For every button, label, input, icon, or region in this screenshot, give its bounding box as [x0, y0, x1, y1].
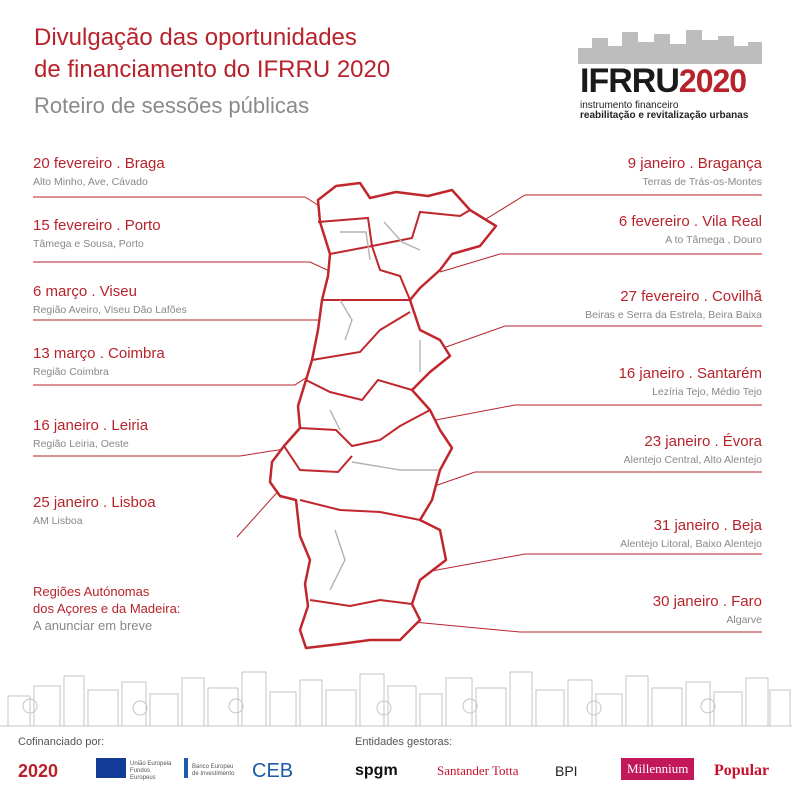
eu-logo-text: União Europeia Fundos Europeus: [130, 760, 172, 781]
bpi-logo: BPI: [555, 763, 578, 779]
session-evora: 23 janeiro . Évora Alentejo Central, Alt…: [624, 433, 762, 466]
title-line-2: de financiamento do IFRRU 2020: [34, 56, 391, 83]
cofinanced-label: Cofinanciado por:: [18, 736, 105, 748]
session-coimbra-name: 13 março . Coimbra: [33, 345, 165, 362]
session-faro-region: Algarve: [726, 614, 762, 626]
ifrru-logo: IFRRU2020 instrumento financeiro reabili…: [578, 28, 762, 121]
session-covilha: 27 fevereiro . Covilhã Beiras e Serra da…: [585, 288, 762, 321]
spgm-logo: spgm: [355, 762, 398, 779]
bei-logo-text: Banco Europeu de Investimento: [192, 764, 235, 777]
session-leiria: 16 janeiro . Leiria Região Leiria, Oeste: [33, 417, 148, 450]
session-covilha-name: 27 fevereiro . Covilhã: [620, 288, 762, 305]
session-santarem-name: 16 janeiro . Santarém: [618, 365, 762, 382]
session-evora-region: Alentejo Central, Alto Alentejo: [623, 454, 762, 466]
session-porto: 15 fevereiro . Porto Tâmega e Sousa, Por…: [33, 217, 161, 250]
page-subtitle: Roteiro de sessões públicas: [34, 93, 310, 118]
session-braganca: 9 janeiro . Bragança Terras de Trás-os-M…: [628, 155, 762, 188]
session-braga: 20 fevereiro . Braga Alto Minho, Ave, Cá…: [33, 155, 165, 188]
bei-logo-mark: [184, 758, 188, 778]
session-braganca-region: Terras de Trás-os-Montes: [642, 176, 762, 188]
logo-tagline-2: reabilitação e revitalização urbanas: [580, 110, 749, 121]
portugal-map: [33, 181, 762, 650]
session-vila-real-name: 6 fevereiro . Vila Real: [618, 213, 762, 230]
autonomous-regions-note: Regiões Autónomas dos Açores e da Madeir…: [33, 583, 180, 634]
session-beja-name: 31 janeiro . Beja: [653, 517, 762, 534]
session-vila-real-region: A to Tâmega , Douro: [665, 234, 762, 246]
session-coimbra: 13 março . Coimbra Região Coimbra: [33, 345, 165, 378]
skyline-logo-graphic: [578, 30, 762, 64]
city-skyline-illustration: [0, 671, 792, 727]
portugal-2020-logo: 2020: [18, 760, 59, 781]
session-faro-name: 30 janeiro . Faro: [652, 593, 762, 610]
session-santarem: 16 janeiro . Santarém Lezíria Tejo, Médi…: [619, 365, 762, 398]
session-covilha-region: Beiras e Serra da Estrela, Beira Baixa: [585, 309, 762, 321]
logo-tagline-1: instrumento financeiro: [580, 100, 679, 111]
session-beja-region: Alentejo Litoral, Baixo Alentejo: [620, 538, 762, 550]
session-coimbra-region: Região Coimbra: [33, 366, 109, 378]
session-porto-name: 15 fevereiro . Porto: [33, 217, 161, 234]
session-viseu: 6 março . Viseu Região Aveiro, Viseu Dão…: [33, 283, 187, 316]
millennium-logo: Millennium: [621, 758, 695, 780]
session-beja: 31 janeiro . Beja Alentejo Litoral, Baix…: [620, 517, 762, 550]
ceb-logo: CEB: [252, 759, 294, 782]
page-title: Divulgação das oportunidades de financia…: [34, 22, 390, 86]
logo-wordmark: IFRRU2020: [580, 62, 747, 100]
session-lisboa-name: 25 janeiro . Lisboa: [33, 494, 156, 511]
session-faro: 30 janeiro . Faro Algarve: [653, 593, 762, 626]
session-braganca-name: 9 janeiro . Bragança: [627, 155, 762, 172]
managers-label: Entidades gestoras:: [355, 736, 453, 748]
session-braga-region: Alto Minho, Ave, Cávado: [33, 176, 148, 188]
session-viseu-name: 6 março . Viseu: [33, 283, 137, 300]
session-viseu-region: Região Aveiro, Viseu Dão Lafões: [33, 304, 187, 316]
session-lisboa-region: AM Lisboa: [33, 515, 83, 527]
session-porto-region: Tâmega e Sousa, Porto: [33, 238, 144, 250]
title-line-1: Divulgação das oportunidades: [34, 24, 357, 51]
popular-logo: Popular: [714, 762, 770, 779]
eu-flag-icon: [96, 758, 126, 778]
session-evora-name: 23 janeiro . Évora: [644, 433, 762, 450]
session-lisboa: 25 janeiro . Lisboa AM Lisboa: [33, 494, 156, 527]
map-outline: [268, 181, 498, 650]
session-vila-real: 6 fevereiro . Vila Real A to Tâmega , Do…: [619, 213, 762, 246]
autonomous-line-1: Regiões Autónomas: [33, 584, 150, 599]
autonomous-line-2: dos Açores e da Madeira:: [33, 601, 181, 616]
session-leiria-region: Região Leiria, Oeste: [33, 438, 129, 450]
session-leiria-name: 16 janeiro . Leiria: [33, 417, 149, 434]
autonomous-line-3: A anunciar em breve: [33, 618, 153, 633]
session-braga-name: 20 fevereiro . Braga: [33, 155, 165, 172]
session-santarem-region: Lezíria Tejo, Médio Tejo: [652, 386, 762, 398]
santander-logo: Santander Totta: [437, 763, 519, 778]
